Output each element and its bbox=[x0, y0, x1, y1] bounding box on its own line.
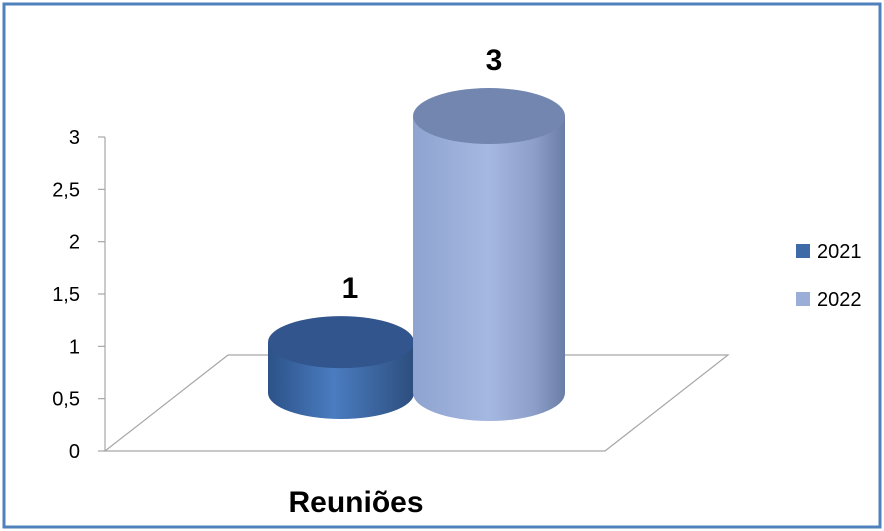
y-tick-label: 2 bbox=[69, 232, 80, 254]
bar-2021 bbox=[268, 316, 414, 419]
y-axis: 0 0,5 1 1,5 2 2,5 3 bbox=[52, 127, 105, 463]
legend-swatch-2022 bbox=[796, 292, 810, 306]
data-label-2022: 3 bbox=[486, 44, 503, 77]
bar-top bbox=[268, 316, 414, 369]
legend-label-2021: 2021 bbox=[817, 241, 862, 263]
y-tick-label: 0 bbox=[69, 441, 80, 463]
y-tick-label: 2,5 bbox=[52, 179, 80, 201]
y-tick-label: 1 bbox=[69, 336, 80, 358]
category-label: Reuniões bbox=[288, 486, 423, 519]
bar-top bbox=[413, 88, 565, 145]
bar-2022 bbox=[413, 88, 565, 421]
y-tick-label: 1,5 bbox=[52, 284, 80, 306]
bars bbox=[268, 88, 565, 421]
bar-body bbox=[413, 116, 565, 421]
legend: 2021 2022 bbox=[796, 241, 862, 311]
data-labels: 13 bbox=[342, 44, 503, 305]
chart-floor bbox=[103, 354, 730, 452]
y-tick-label: 3 bbox=[69, 127, 80, 149]
data-label-2021: 1 bbox=[342, 272, 359, 305]
legend-label-2022: 2022 bbox=[817, 289, 862, 311]
legend-swatch-2021 bbox=[796, 244, 810, 258]
y-tick-label: 0,5 bbox=[52, 389, 80, 411]
